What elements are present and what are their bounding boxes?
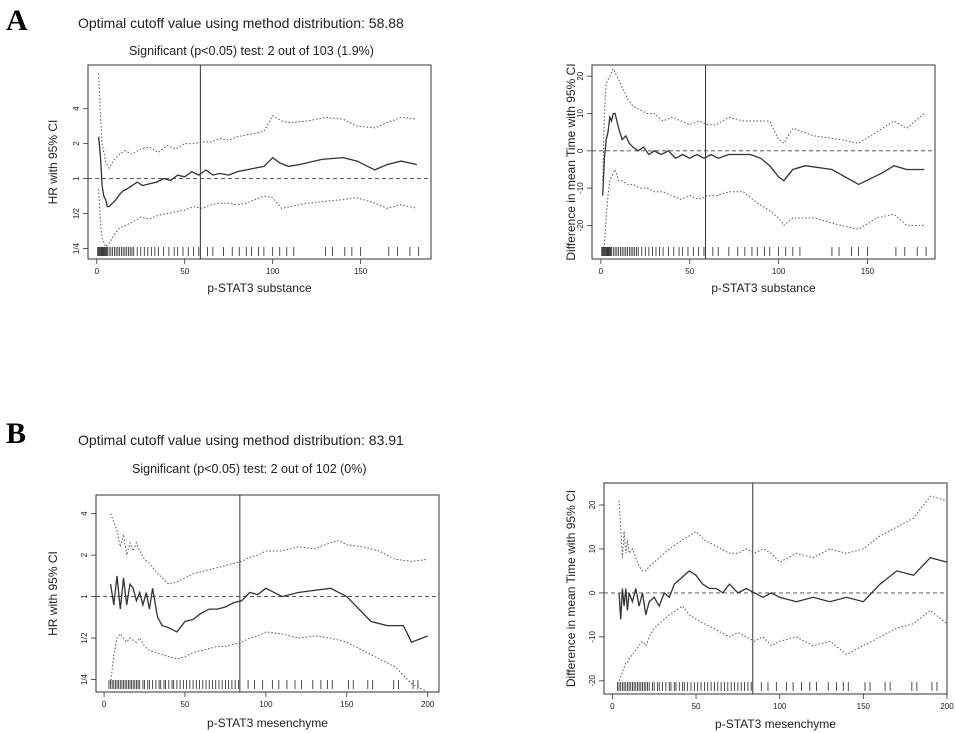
x-tick-label: 200: [940, 702, 954, 711]
x-tick-label: 200: [421, 700, 435, 709]
plot-frame: [591, 64, 936, 260]
series-estimate-line: [109, 575, 428, 644]
series-estimate-line: [602, 112, 925, 196]
y-tick-label: 20: [576, 71, 585, 80]
x-axis-label: p-STAT3 mesenchyme: [207, 716, 328, 730]
y-axis-label: Difference in mean Time with 95% CI: [564, 490, 578, 687]
series-upper-line: [618, 495, 948, 572]
y-tick-label: -10: [588, 631, 597, 643]
x-tick-label: 50: [180, 267, 189, 276]
y-axis-label: HR with 95% CI: [46, 551, 60, 636]
x-tick-label: 100: [773, 702, 787, 711]
y-tick-label: 0: [588, 590, 597, 595]
y-tick-label: 10: [588, 544, 597, 553]
plot-frame: [87, 64, 432, 260]
x-tick-label: 150: [857, 702, 871, 711]
y-tick-label: 20: [588, 500, 597, 509]
y-tick-label: 1: [80, 594, 89, 599]
panel-b-subtitle: Significant (p<0.05) test: 2 out of 102 …: [132, 462, 367, 476]
series-lower-line: [618, 605, 948, 681]
panel-a-title: Optimal cutoff value using method distri…: [78, 15, 404, 31]
y-tick-label: 4: [80, 511, 89, 516]
y-tick-label: 4: [72, 106, 81, 111]
y-tick-label: 1/4: [80, 673, 89, 685]
x-tick-label: 0: [599, 267, 604, 276]
x-axis-label: p-STAT3 substance: [711, 281, 816, 295]
x-tick-label: 150: [340, 700, 354, 709]
y-tick-label: 2: [80, 552, 89, 557]
x-tick-label: 0: [610, 702, 615, 711]
x-tick-label: 0: [95, 267, 100, 276]
y-tick-label: 1: [72, 176, 81, 181]
series-lower-line: [98, 189, 418, 248]
series-estimate-line: [97, 136, 418, 208]
panel-label-b: B: [6, 417, 27, 450]
x-tick-label: 50: [181, 700, 190, 709]
y-tick-label: 0: [576, 148, 585, 153]
plot-frame: [95, 494, 440, 693]
series-lower-line: [110, 631, 428, 693]
x-tick-label: 100: [259, 700, 273, 709]
series-upper-line: [110, 513, 428, 585]
y-tick-label: -20: [576, 219, 585, 231]
series-upper-line: [98, 73, 417, 170]
x-tick-label: 100: [772, 267, 786, 276]
series-estimate-line: [618, 556, 948, 620]
x-tick-label: 150: [861, 267, 875, 276]
panel-b-title: Optimal cutoff value using method distri…: [78, 432, 404, 448]
panel-label-a: A: [6, 4, 28, 37]
x-tick-label: 150: [354, 267, 368, 276]
y-tick-label: 1/2: [72, 207, 81, 219]
x-tick-label: 100: [266, 267, 280, 276]
series-upper-line: [602, 67, 925, 181]
x-axis-label: p-STAT3 mesenchyme: [715, 717, 836, 731]
y-tick-label: 2: [72, 141, 81, 146]
y-axis-label: HR with 95% CI: [46, 120, 60, 205]
y-axis-label: Difference in mean Time with 95% CI: [564, 63, 578, 260]
x-axis-label: p-STAT3 substance: [207, 281, 312, 295]
y-tick-label: 10: [576, 109, 585, 118]
panel-a-subtitle: Significant (p<0.05) test: 2 out of 103 …: [129, 44, 374, 58]
y-tick-label: -10: [576, 182, 585, 194]
x-tick-label: 50: [685, 267, 694, 276]
x-tick-label: 50: [692, 702, 701, 711]
y-tick-label: 1/2: [80, 632, 89, 644]
plot-frame: [603, 482, 948, 695]
y-tick-label: 1/4: [72, 242, 81, 254]
x-tick-label: 0: [102, 700, 107, 709]
y-tick-label: -20: [588, 674, 597, 686]
